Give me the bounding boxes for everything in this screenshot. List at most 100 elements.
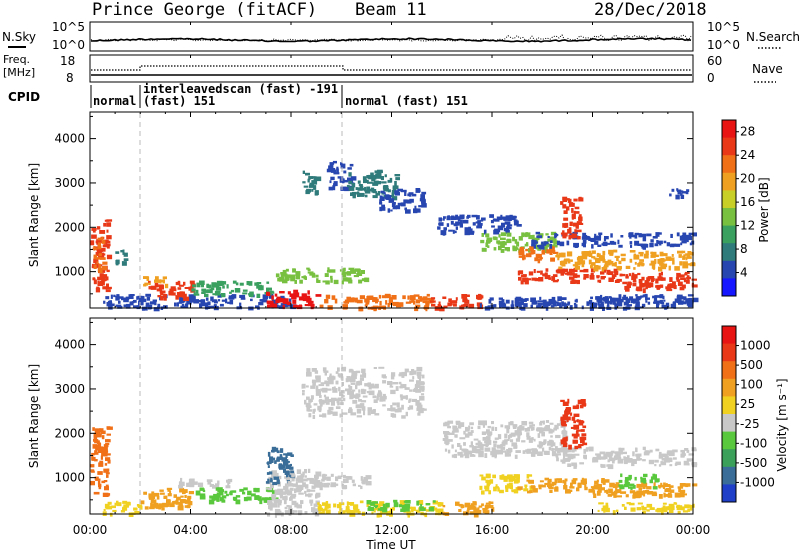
- velocity-cell: [621, 504, 625, 507]
- power-cell: [221, 299, 227, 302]
- power-cell: [266, 287, 270, 293]
- velocity-cell: [419, 395, 425, 401]
- velocity-cell: [387, 381, 393, 385]
- velocity-ytick-label: 2000: [54, 426, 85, 440]
- velocity-cell: [576, 429, 581, 432]
- velocity-cell: [400, 508, 406, 512]
- power-cell: [365, 300, 370, 305]
- velocity-cell: [482, 437, 487, 441]
- velocity-cell: [339, 508, 343, 511]
- power-cell: [364, 194, 368, 198]
- power-cell: [503, 228, 510, 232]
- power-cell: [315, 176, 322, 182]
- velocity-cell: [273, 476, 279, 480]
- velocity-cell: [348, 384, 351, 387]
- velocity-cell: [636, 483, 642, 488]
- velocity-cell: [335, 476, 339, 482]
- power-cell: [90, 240, 95, 246]
- velocity-cell: [575, 431, 579, 436]
- velocity-cell: [532, 488, 538, 493]
- velocity-cell: [409, 389, 413, 392]
- velocity-cell: [310, 502, 313, 506]
- power-cell: [97, 281, 104, 286]
- power-cell: [422, 300, 428, 304]
- power-cell: [269, 304, 273, 308]
- power-cell: [590, 268, 595, 273]
- velocity-cell: [298, 486, 304, 490]
- velocity-cell: [144, 506, 149, 510]
- power-cell: [679, 261, 683, 266]
- power-cell: [384, 174, 387, 178]
- velocity-cell: [290, 454, 294, 457]
- beam-title: Beam 11: [355, 0, 427, 20]
- velocity-cell: [644, 450, 649, 454]
- power-cell: [361, 278, 367, 282]
- velocity-cell: [574, 445, 579, 450]
- power-cell: [681, 191, 687, 194]
- power-cell: [170, 286, 176, 290]
- velocity-cell: [470, 441, 473, 445]
- power-cell: [419, 198, 426, 202]
- power-region-12: [302, 170, 322, 196]
- velocity-cell: [593, 493, 597, 498]
- power-cell: [150, 285, 157, 290]
- power-cell: [381, 181, 387, 184]
- velocity-cell: [493, 443, 497, 448]
- velocity-cell: [162, 504, 167, 507]
- velocity-region-0: [90, 426, 113, 497]
- power-cell: [552, 249, 556, 253]
- velocity-cell: [572, 463, 577, 466]
- velocity-cell: [409, 379, 414, 382]
- velocity-cell: [106, 474, 109, 478]
- velocity-cell: [550, 443, 553, 448]
- velocity-cell: [556, 478, 562, 481]
- velocity-cell: [311, 485, 316, 489]
- velocity-cell: [596, 455, 601, 460]
- power-cell: [575, 223, 579, 229]
- velocity-cell: [548, 446, 552, 451]
- velocity-cell: [127, 503, 130, 507]
- power-cell: [404, 207, 407, 211]
- velocity-cell: [566, 407, 572, 410]
- velocity-cell: [362, 395, 368, 398]
- velocity-cell: [500, 446, 506, 450]
- velocity-cell: [485, 440, 492, 445]
- velocity-cell: [658, 484, 664, 488]
- velocity-cell: [571, 479, 577, 485]
- velocity-cell: [247, 490, 252, 496]
- power-cell: [330, 176, 335, 181]
- velocity-cell: [379, 391, 382, 395]
- power-cell: [615, 271, 619, 276]
- power-cell: [574, 244, 578, 248]
- velocity-cell: [97, 443, 102, 448]
- power-cell: [597, 279, 601, 283]
- velocity-cell: [277, 475, 282, 480]
- power-cell: [340, 162, 343, 166]
- velocity-cell: [672, 449, 678, 453]
- velocity-cell: [282, 461, 289, 466]
- velocity-cell: [642, 486, 646, 489]
- velocity-cell: [270, 484, 274, 489]
- velocity-cell: [315, 471, 322, 477]
- velocity-cell: [479, 485, 483, 490]
- noise-left-label: N.Sky: [2, 30, 36, 44]
- velocity-cell: [521, 440, 526, 443]
- velocity-cell: [573, 435, 578, 439]
- power-cell: [351, 183, 356, 188]
- power-cell: [220, 281, 224, 286]
- power-cell: [93, 264, 97, 269]
- velocity-cell: [342, 474, 346, 479]
- velocity-cell: [124, 507, 128, 511]
- velocity-cell: [107, 501, 112, 505]
- velocity-cell: [276, 456, 283, 460]
- power-cell: [659, 263, 665, 266]
- power-cell: [101, 240, 106, 244]
- velocity-cell: [268, 487, 273, 491]
- velocity-cell: [90, 481, 94, 485]
- power-cell: [459, 223, 463, 228]
- velocity-cell: [506, 428, 510, 434]
- velocity-cell: [677, 510, 681, 514]
- power-cell: [537, 300, 544, 303]
- velocity-cell: [487, 439, 491, 442]
- velocity-cell: [649, 507, 655, 510]
